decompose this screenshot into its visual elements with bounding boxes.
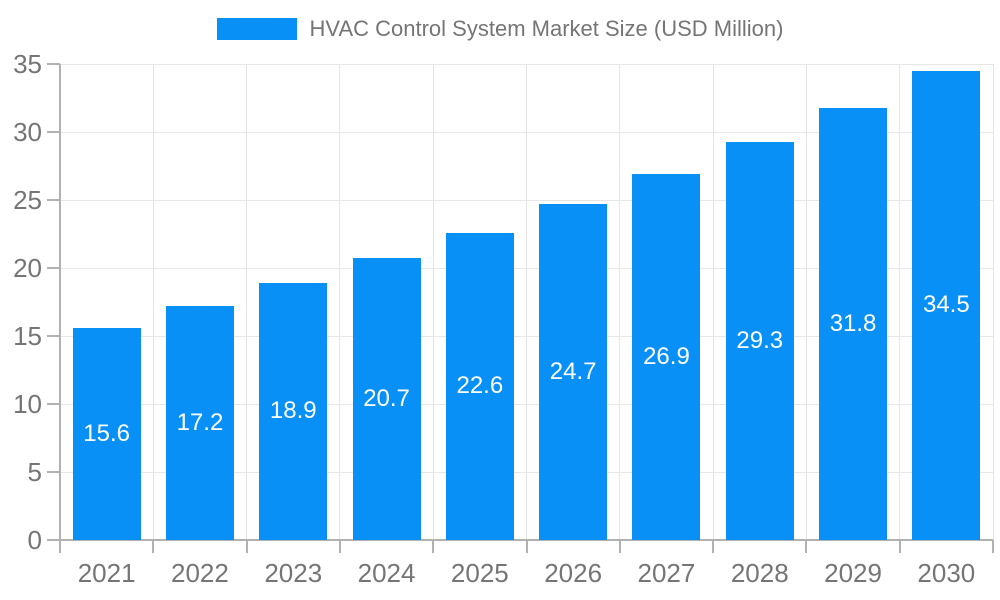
x-axis-tick bbox=[245, 540, 248, 553]
gridline-vertical bbox=[899, 64, 901, 540]
y-axis-tick bbox=[47, 131, 60, 133]
y-tick-label: 30 bbox=[13, 117, 42, 147]
gridline-vertical bbox=[992, 64, 994, 540]
x-axis-tick bbox=[432, 540, 435, 553]
bar[interactable]: 17.2 bbox=[165, 306, 234, 540]
y-axis-tick bbox=[47, 199, 60, 201]
gridline-vertical bbox=[805, 64, 807, 540]
bar[interactable]: 20.7 bbox=[352, 258, 421, 540]
y-axis-tick bbox=[47, 539, 60, 541]
bar[interactable]: 18.9 bbox=[259, 282, 328, 540]
bar[interactable]: 31.8 bbox=[819, 107, 888, 540]
legend-swatch bbox=[216, 18, 297, 40]
bar[interactable]: 26.9 bbox=[632, 174, 701, 540]
x-tick-label: 2027 bbox=[637, 558, 696, 588]
gridline-vertical bbox=[712, 64, 714, 540]
bar-value-label: 15.6 bbox=[83, 419, 130, 447]
x-tick-label: 2026 bbox=[544, 558, 603, 588]
bar[interactable]: 34.5 bbox=[912, 70, 981, 540]
y-axis-line bbox=[59, 64, 61, 540]
x-tick-label: 2030 bbox=[917, 558, 976, 588]
x-axis-tick bbox=[525, 540, 528, 553]
bar-value-label: 34.5 bbox=[922, 291, 970, 319]
y-axis-tick bbox=[47, 63, 60, 65]
x-tick-label: 2028 bbox=[730, 558, 789, 588]
y-tick-label: 0 bbox=[27, 525, 42, 555]
bar[interactable]: 29.3 bbox=[725, 141, 794, 540]
bar[interactable]: 22.6 bbox=[445, 232, 514, 540]
y-axis-tick bbox=[47, 403, 60, 405]
x-tick-label: 2024 bbox=[357, 558, 416, 588]
y-axis-tick bbox=[47, 267, 60, 269]
gridline-vertical bbox=[526, 64, 527, 540]
x-axis-tick bbox=[59, 540, 61, 553]
gridline-vertical bbox=[619, 64, 621, 540]
x-axis-tick bbox=[152, 540, 155, 553]
bar-value-label: 31.8 bbox=[829, 309, 877, 337]
x-axis-tick bbox=[618, 540, 621, 553]
bar[interactable]: 24.7 bbox=[539, 204, 608, 540]
bar-value-label: 26.9 bbox=[643, 343, 690, 371]
bar-value-label: 20.7 bbox=[363, 385, 410, 413]
y-axis-tick bbox=[47, 471, 60, 473]
bar-value-label: 17.2 bbox=[176, 409, 224, 437]
x-axis-tick bbox=[805, 540, 808, 553]
x-tick-label: 2029 bbox=[824, 558, 882, 588]
x-axis-tick bbox=[338, 540, 341, 553]
x-axis-tick bbox=[898, 540, 901, 553]
x-axis-tick bbox=[712, 540, 715, 553]
x-tick-label: 2022 bbox=[171, 558, 229, 588]
x-tick-label: 2023 bbox=[264, 558, 323, 588]
y-tick-label: 5 bbox=[27, 457, 42, 487]
legend[interactable]: HVAC Control System Market Size (USD Mil… bbox=[0, 16, 1000, 42]
gridline-vertical bbox=[339, 64, 341, 540]
x-tick-label: 2021 bbox=[77, 558, 136, 588]
y-axis-tick bbox=[47, 335, 60, 337]
gridline-vertical bbox=[432, 64, 434, 540]
bar-value-label: 29.3 bbox=[736, 326, 784, 354]
bar-value-label: 18.9 bbox=[269, 397, 317, 425]
x-tick-label: 2025 bbox=[450, 558, 509, 588]
y-tick-label: 10 bbox=[13, 389, 42, 419]
bar-value-label: 24.7 bbox=[549, 358, 597, 386]
bar-value-label: 22.6 bbox=[456, 372, 504, 400]
x-axis-line bbox=[60, 539, 993, 541]
y-tick-label: 25 bbox=[13, 185, 42, 215]
x-axis-tick bbox=[992, 540, 994, 553]
y-tick-label: 35 bbox=[13, 49, 42, 79]
legend-label: HVAC Control System Market Size (USD Mil… bbox=[309, 16, 784, 41]
gridline-vertical bbox=[152, 64, 154, 540]
y-tick-label: 20 bbox=[13, 253, 42, 283]
bar[interactable]: 15.6 bbox=[72, 327, 141, 540]
y-tick-label: 15 bbox=[13, 321, 42, 351]
gridline-vertical bbox=[246, 64, 248, 540]
